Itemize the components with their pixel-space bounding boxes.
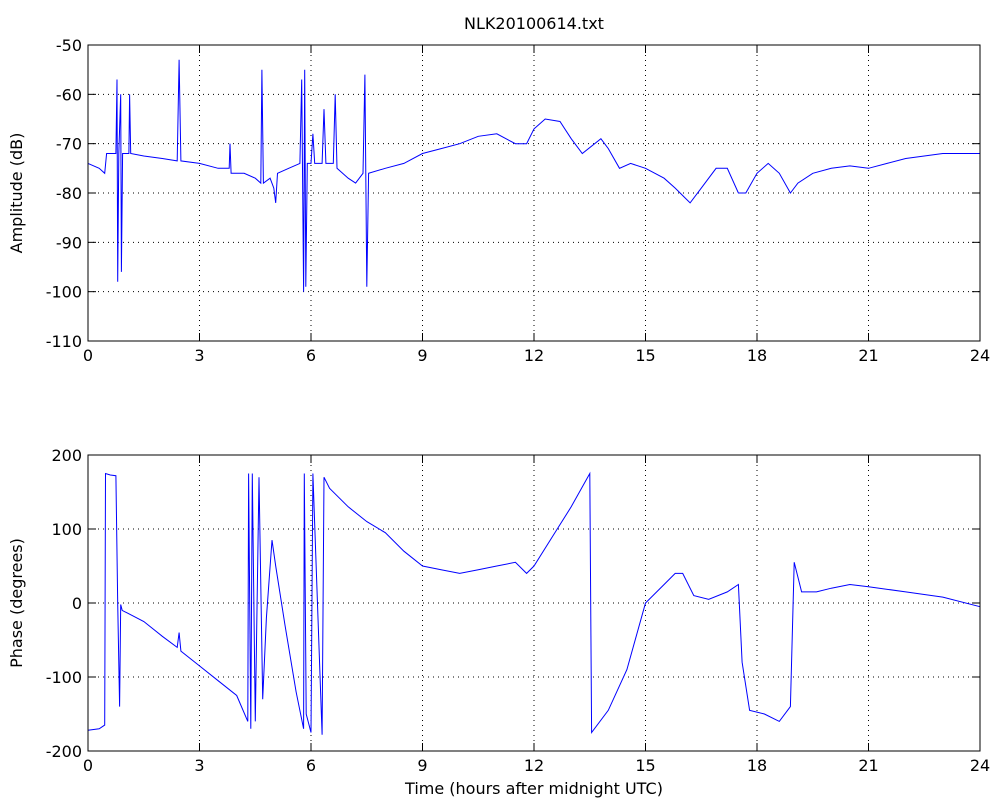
- y-tick-label: -90: [56, 233, 82, 252]
- y-tick-label: -60: [56, 85, 82, 104]
- x-tick-label: 0: [83, 346, 93, 365]
- axes-box: [87, 44, 981, 342]
- x-tick-label: 18: [747, 756, 767, 775]
- x-tick-label: 21: [858, 756, 878, 775]
- x-axis-label: Time (hours after midnight UTC): [404, 779, 663, 798]
- y-tick-label: -110: [46, 332, 82, 351]
- x-tick-label: 3: [194, 756, 204, 775]
- x-tick-label: 24: [970, 346, 990, 365]
- x-tick-label: 3: [194, 346, 204, 365]
- y-tick-label: 200: [51, 446, 82, 465]
- x-tick-label: 12: [524, 756, 544, 775]
- x-tick-label: 9: [417, 756, 427, 775]
- x-tick-label: 9: [417, 346, 427, 365]
- y-tick-label: 0: [72, 594, 82, 613]
- y-tick-label: -100: [46, 668, 82, 687]
- y-axis-label: Amplitude (dB): [7, 133, 26, 254]
- x-tick-label: 15: [635, 756, 655, 775]
- y-tick-label: -100: [46, 283, 82, 302]
- y-tick-label: 100: [51, 520, 82, 539]
- x-tick-label: 6: [306, 346, 316, 365]
- x-tick-label: 18: [747, 346, 767, 365]
- axes-box: [87, 454, 981, 752]
- y-tick-label: -70: [56, 135, 82, 154]
- y-tick-label: -80: [56, 184, 82, 203]
- data-line: [87, 471, 981, 735]
- data-line: [87, 59, 980, 292]
- x-tick-label: 15: [635, 346, 655, 365]
- y-axis-label: Phase (degrees): [7, 538, 26, 668]
- x-tick-label: 24: [970, 756, 990, 775]
- x-tick-label: 21: [858, 346, 878, 365]
- x-tick-label: 0: [83, 756, 93, 775]
- x-tick-label: 12: [524, 346, 544, 365]
- chart-title: NLK20100614.txt: [464, 14, 604, 33]
- y-tick-label: -50: [56, 36, 82, 55]
- y-tick-label: -200: [46, 742, 82, 761]
- x-tick-label: 6: [306, 756, 316, 775]
